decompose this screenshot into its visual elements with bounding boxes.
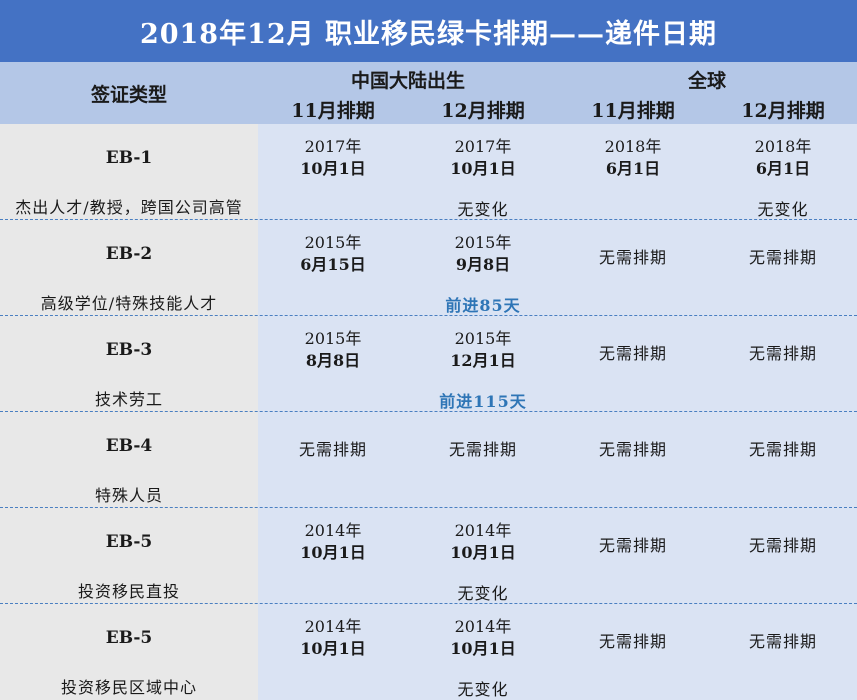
- no-queue-cell: 无需排期: [748, 536, 818, 555]
- table-row: EB-4 特殊人员 无需排期 无需排期 无需排期 无需排期: [0, 412, 857, 508]
- visa-category: EB-3: [105, 340, 153, 360]
- date-cell: 2014年 10月1日: [300, 520, 365, 564]
- visa-description: 杰出人才/教授，跨国公司高管: [15, 198, 243, 217]
- visa-type-column: [0, 124, 258, 700]
- page-title: 2018年12月 职业移民绿卡排期——递件日期: [0, 0, 857, 62]
- date-year: 2018年: [604, 137, 662, 156]
- date-month-day: 10月1日: [300, 543, 366, 562]
- no-queue-cell: 无需排期: [598, 632, 668, 651]
- date-year: 2014年: [304, 617, 362, 636]
- visa-category: EB-2: [105, 244, 153, 264]
- date-month-day: 10月1日: [450, 639, 516, 658]
- date-year: 2015年: [454, 233, 512, 252]
- date-cell: 2015年 6月15日: [300, 232, 365, 276]
- no-queue-cell: 无需排期: [298, 440, 368, 459]
- date-cell: 2018年 6月1日: [605, 136, 662, 180]
- visa-category: EB-4: [105, 436, 153, 456]
- table-row: EB-5 投资移民直投 2014年 10月1日 2014年 10月1日 无需排期 无需排期无变…: [0, 508, 857, 604]
- header-global: 全球: [687, 70, 727, 92]
- china-change-note: 无变化: [457, 200, 509, 219]
- no-queue-cell: 无需排期: [598, 440, 668, 459]
- header-china: 中国大陆出生: [350, 70, 466, 92]
- china-change-note: 前进115天: [439, 392, 527, 411]
- date-month-day: 9月8日: [455, 255, 511, 274]
- table-row: EB-5 投资移民区域中心 2014年 10月1日 2014年 10月1日 无需排期 无需排期…: [0, 604, 857, 700]
- date-cell: 2015年 9月8日: [455, 232, 512, 276]
- date-year: 2018年: [754, 137, 812, 156]
- no-queue-cell: 无需排期: [448, 440, 518, 459]
- no-queue-cell: 无需排期: [748, 344, 818, 363]
- date-year: 2015年: [304, 329, 362, 348]
- date-cell: 2014年 10月1日: [300, 616, 365, 660]
- table-row: EB-1 杰出人才/教授，跨国公司高管 2017年 10月1日 2017年 10月1日 20…: [0, 124, 857, 220]
- china-change-note: 无变化: [457, 680, 509, 699]
- table-row: EB-3 技术劳工 2015年 8月8日 2015年 12月1日 无需排期 无需排期前进115…: [0, 316, 857, 412]
- dates-area: [258, 124, 857, 700]
- date-month-day: 10月1日: [300, 639, 366, 658]
- date-month-day: 8月8日: [305, 351, 361, 370]
- visa-category: EB-5: [105, 628, 153, 648]
- date-month-day: 6月1日: [755, 159, 811, 178]
- table-header: 签证类型 中国大陆出生 全球 11月排期 12月排期 11月排期 12月排期: [0, 62, 857, 124]
- global-change-note: 无变化: [757, 200, 809, 219]
- date-year: 2014年: [454, 617, 512, 636]
- date-cell: 2014年 10月1日: [450, 520, 515, 564]
- visa-category: EB-5: [105, 532, 153, 552]
- date-cell: 2015年 12月1日: [450, 328, 515, 372]
- date-cell: 2017年 10月1日: [300, 136, 365, 180]
- visa-description: 投资移民区域中心: [60, 678, 198, 697]
- header-global-nov: 11月排期: [591, 100, 675, 122]
- row-divider: [0, 219, 857, 220]
- date-cell: 2018年 6月1日: [755, 136, 812, 180]
- row-divider: [0, 507, 857, 508]
- date-cell: 2015年 8月8日: [305, 328, 362, 372]
- date-month-day: 10月1日: [450, 159, 516, 178]
- no-queue-cell: 无需排期: [598, 248, 668, 267]
- date-year: 2017年: [454, 137, 512, 156]
- row-divider: [0, 315, 857, 316]
- header-global-dec: 12月排期: [741, 100, 825, 122]
- visa-description: 技术劳工: [94, 390, 164, 409]
- date-month-day: 6月15日: [300, 255, 366, 274]
- date-year: 2015年: [304, 233, 362, 252]
- row-divider: [0, 411, 857, 412]
- table-row: EB-2 高级学位/特殊技能人才 2015年 6月15日 2015年 9月8日 无需排期 无需…: [0, 220, 857, 316]
- no-queue-cell: 无需排期: [598, 536, 668, 555]
- row-divider: [0, 603, 857, 604]
- no-queue-cell: 无需排期: [748, 632, 818, 651]
- visa-category: EB-1: [105, 148, 153, 168]
- date-year: 2015年: [454, 329, 512, 348]
- date-month-day: 6月1日: [605, 159, 661, 178]
- date-cell: 2017年 10月1日: [450, 136, 515, 180]
- no-queue-cell: 无需排期: [748, 248, 818, 267]
- china-change-note: 前进85天: [445, 296, 521, 315]
- date-year: 2017年: [304, 137, 362, 156]
- date-year: 2014年: [454, 521, 512, 540]
- no-queue-cell: 无需排期: [748, 440, 818, 459]
- date-cell: 2014年 10月1日: [450, 616, 515, 660]
- date-month-day: 10月1日: [300, 159, 366, 178]
- visa-description: 投资移民直投: [77, 582, 181, 601]
- date-year: 2014年: [304, 521, 362, 540]
- date-month-day: 10月1日: [450, 543, 516, 562]
- china-change-note: 无变化: [457, 584, 509, 603]
- header-china-nov: 11月排期: [291, 100, 375, 122]
- header-visa-type: 签证类型: [90, 84, 168, 106]
- header-china-dec: 12月排期: [441, 100, 525, 122]
- visa-description: 高级学位/特殊技能人才: [40, 294, 218, 313]
- no-queue-cell: 无需排期: [598, 344, 668, 363]
- visa-description: 特殊人员: [94, 486, 164, 505]
- date-month-day: 12月1日: [450, 351, 516, 370]
